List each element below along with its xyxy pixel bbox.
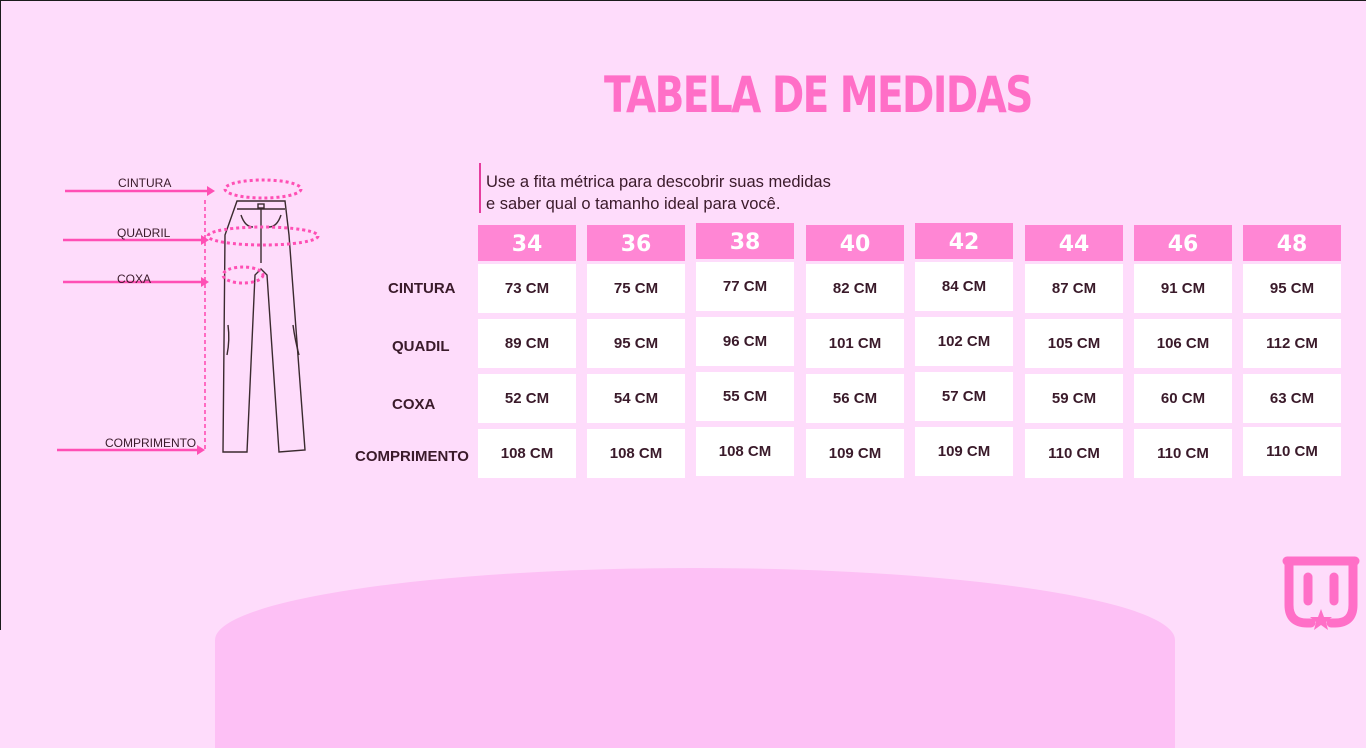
table-cell: 77 CM <box>696 262 794 311</box>
table-cell: 59 CM <box>1025 374 1123 423</box>
table-cell: 110 CM <box>1025 429 1123 478</box>
table-cell: 73 CM <box>478 264 576 313</box>
diagram-label-coxa: COXA <box>117 272 152 286</box>
table-cell: 108 CM <box>587 429 685 478</box>
size-header: 42 <box>915 223 1013 259</box>
left-border <box>0 0 1 630</box>
table-cell: 52 CM <box>478 374 576 423</box>
intro-line-1: Use a fita métrica para descobrir suas m… <box>486 173 831 191</box>
table-cell: 112 CM <box>1243 319 1341 368</box>
size-header: 38 <box>696 223 794 259</box>
table-cell: 110 CM <box>1243 427 1341 476</box>
row-label-coxa: COXA <box>392 396 436 413</box>
table-cell: 87 CM <box>1025 264 1123 313</box>
table-cell: 108 CM <box>478 429 576 478</box>
table-cell: 54 CM <box>587 374 685 423</box>
table-cell: 109 CM <box>915 427 1013 476</box>
table-cell: 63 CM <box>1243 374 1341 423</box>
intro-accent-bar <box>479 163 481 213</box>
table-cell: 106 CM <box>1134 319 1232 368</box>
table-cell: 96 CM <box>696 317 794 366</box>
size-header: 36 <box>587 225 685 261</box>
table-cell: 84 CM <box>915 262 1013 311</box>
size-header: 34 <box>478 225 576 261</box>
bottom-wave-decoration <box>215 568 1175 748</box>
intro-line-2: e saber qual o tamanho ideal para você. <box>486 195 781 213</box>
table-cell: 95 CM <box>1243 264 1341 313</box>
table-cell: 75 CM <box>587 264 685 313</box>
table-cell: 109 CM <box>806 429 904 478</box>
table-cell: 56 CM <box>806 374 904 423</box>
table-cell: 110 CM <box>1134 429 1232 478</box>
table-cell: 105 CM <box>1025 319 1123 368</box>
row-label-quadil: QUADIL <box>392 338 450 355</box>
row-label-comprimento: COMPRIMENTO <box>355 448 469 465</box>
intro-text: Use a fita métrica para descobrir suas m… <box>486 171 831 215</box>
size-header: 40 <box>806 225 904 261</box>
brand-logo-icon <box>1282 556 1360 630</box>
diagram-label-cintura: CINTURA <box>118 176 172 190</box>
table-cell: 55 CM <box>696 372 794 421</box>
table-cell: 82 CM <box>806 264 904 313</box>
pants-diagram: CINTURA QUADRIL COXA COMPRIMENTO <box>55 165 325 465</box>
diagram-label-quadril: QUADRIL <box>117 226 171 240</box>
table-cell: 57 CM <box>915 372 1013 421</box>
table-cell: 108 CM <box>696 427 794 476</box>
pants-diagram-icon <box>57 178 320 455</box>
table-cell: 89 CM <box>478 319 576 368</box>
table-cell: 60 CM <box>1134 374 1232 423</box>
table-cell: 101 CM <box>806 319 904 368</box>
row-label-cintura: CINTURA <box>388 280 456 297</box>
table-cell: 95 CM <box>587 319 685 368</box>
top-border <box>0 0 1366 1</box>
table-cell: 102 CM <box>915 317 1013 366</box>
size-header: 44 <box>1025 225 1123 261</box>
size-header: 48 <box>1243 225 1341 261</box>
diagram-label-comprimento: COMPRIMENTO <box>105 436 197 450</box>
size-header: 46 <box>1134 225 1232 261</box>
table-cell: 91 CM <box>1134 264 1232 313</box>
page-title: TABELA DE MEDIDAS <box>604 66 1033 124</box>
